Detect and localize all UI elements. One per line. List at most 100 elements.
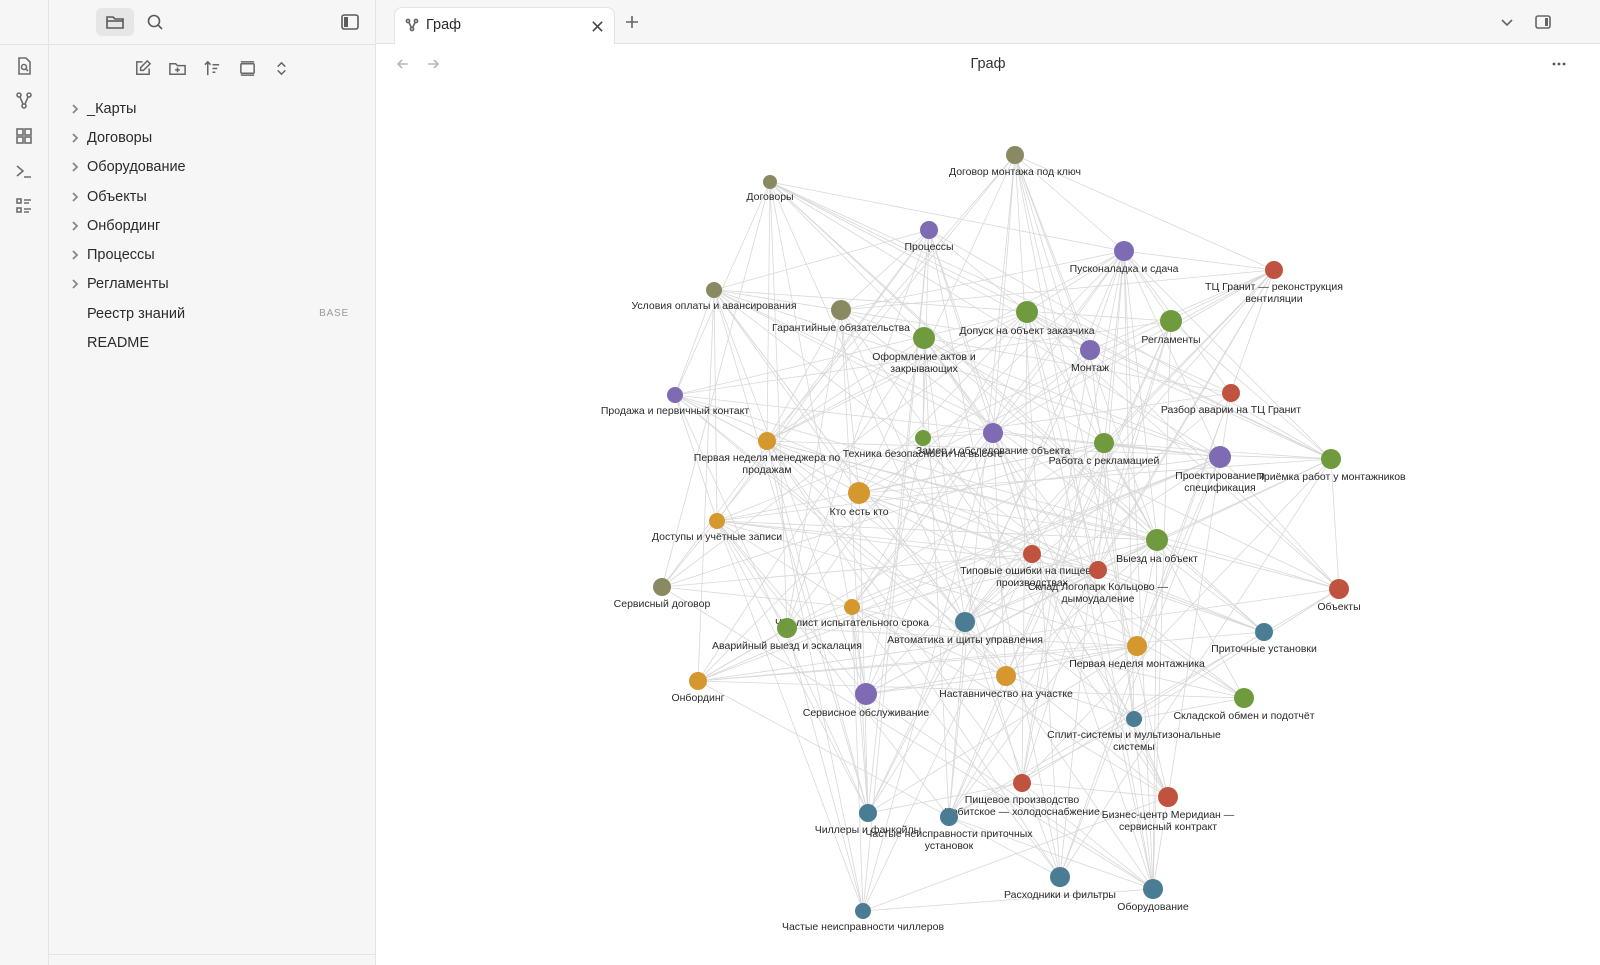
graph-node-proektirovanie[interactable]: Проектирование и спецификация — [1175, 446, 1265, 494]
graph-node-dot[interactable] — [1234, 688, 1254, 708]
tree-file-readme[interactable]: README — [49, 328, 375, 357]
graph-node-servisnoe-obsluzhivanie[interactable]: Сервисное обслуживание — [803, 683, 930, 719]
graph-node-rashodniki[interactable]: Расходники и фильтры — [1004, 867, 1116, 901]
graph-node-dot[interactable] — [915, 430, 931, 446]
graph-node-tehnika-bezopasnosti[interactable]: Техника безопасности на высоте — [843, 430, 1004, 460]
tree-folder-dogovory[interactable]: Договоры — [49, 123, 375, 152]
graph-node-dot[interactable] — [983, 423, 1003, 443]
graph-node-dot[interactable] — [940, 808, 958, 826]
graph-node-reglamenty[interactable]: Регламенты — [1141, 310, 1201, 346]
close-icon[interactable] — [588, 17, 606, 35]
graph-node-servisnyy-dogovor[interactable]: Сервисный договор — [614, 578, 711, 610]
canvas-icon[interactable] — [12, 124, 36, 148]
graph-node-dot[interactable] — [763, 175, 777, 189]
graph-node-dot[interactable] — [913, 327, 935, 349]
back-arrow-icon[interactable] — [392, 53, 414, 75]
graph-node-dot[interactable] — [996, 666, 1016, 686]
graph-node-chastye-chillerov[interactable]: Частые неисправности чиллеров — [782, 903, 944, 933]
graph-node-dot[interactable] — [1209, 446, 1231, 468]
forward-arrow-icon[interactable] — [422, 53, 444, 75]
graph-node-dot[interactable] — [1329, 579, 1349, 599]
expand-collapse-icon[interactable] — [268, 55, 294, 81]
graph-node-dot[interactable] — [831, 300, 851, 320]
graph-node-dot[interactable] — [955, 612, 975, 632]
graph-node-dot[interactable] — [1089, 561, 1107, 579]
tree-folder-reglamenty[interactable]: Регламенты — [49, 270, 375, 299]
graph-node-dot[interactable] — [859, 804, 877, 822]
outline-icon[interactable] — [12, 194, 36, 218]
graph-node-dopusk[interactable]: Допуск на объект заказчика — [959, 301, 1095, 337]
graph-node-dot[interactable] — [1023, 545, 1041, 563]
graph-node-tc-granit[interactable]: ТЦ Гранит — реконструкция вентиляции — [1205, 261, 1343, 305]
graph-node-viezd[interactable]: Выезд на объект — [1116, 529, 1198, 565]
graph-node-pervaya-nedelya-menedzhera[interactable]: Первая неделя менеджера по продажам — [694, 432, 841, 476]
graph-node-split-sistemy[interactable]: Сплит-системы и мультизональные системы — [1047, 711, 1221, 753]
graph-node-obekty[interactable]: Объекты — [1317, 579, 1361, 613]
graph-node-dot[interactable] — [1321, 449, 1341, 469]
terminal-icon[interactable] — [12, 159, 36, 183]
graph-node-dot[interactable] — [667, 387, 683, 403]
graph-node-dot[interactable] — [1126, 711, 1142, 727]
graph-node-dot[interactable] — [777, 618, 797, 638]
graph-node-dot[interactable] — [855, 903, 871, 919]
tree-folder-oborudovanie[interactable]: Оборудование — [49, 153, 375, 182]
right-sidebar-toggle-icon[interactable] — [1532, 11, 1554, 33]
graph-node-dot[interactable] — [1127, 636, 1147, 656]
search-icon[interactable] — [136, 8, 174, 36]
graph-node-onbording[interactable]: Онбординг — [671, 672, 725, 704]
graph-node-tipovye-oshibki[interactable]: Типовые ошибки на пищевых производствах — [960, 545, 1105, 589]
graph-node-rabota-s-reklamaciey[interactable]: Работа с рекламацией — [1049, 433, 1160, 467]
search-note-icon[interactable] — [12, 54, 36, 78]
graph-node-prodazha[interactable]: Продажа и первичный контакт — [601, 387, 750, 417]
graph-node-dot[interactable] — [1016, 301, 1038, 323]
graph-node-nastavnichestvo[interactable]: Наставничество на участке — [939, 666, 1073, 700]
collapse-icon[interactable] — [234, 55, 260, 81]
tree-folder-obekty[interactable]: Объекты — [49, 182, 375, 211]
graph-node-dot[interactable] — [855, 683, 877, 705]
graph-node-montazh[interactable]: Монтаж — [1071, 340, 1109, 374]
tree-folder-karty[interactable]: _Карты — [49, 94, 375, 123]
new-folder-icon[interactable] — [164, 55, 190, 81]
graph-node-dot[interactable] — [758, 432, 776, 450]
graph-node-avtomatika[interactable]: Автоматика и щиты управления — [887, 612, 1043, 646]
graph-node-chastye-pritochnyh[interactable]: Частые неисправности приточных установок — [865, 808, 1033, 852]
graph-node-dot[interactable] — [1094, 433, 1114, 453]
graph-node-dot[interactable] — [1158, 787, 1178, 807]
graph-node-garantiynye[interactable]: Гарантийные обязательства — [772, 300, 910, 334]
graph-node-razbor-avarii[interactable]: Разбор аварии на ТЦ Гранит — [1161, 384, 1301, 416]
graph-node-processy[interactable]: Процессы — [904, 221, 954, 253]
graph-node-avariynyy-viezd[interactable]: Аварийный выезд и эскалация — [712, 618, 862, 652]
graph-node-dot[interactable] — [1013, 774, 1031, 792]
graph-node-dogovory[interactable]: Договоры — [746, 175, 794, 203]
graph-icon[interactable] — [12, 89, 36, 113]
graph-node-chillery[interactable]: Чиллеры и фанкойлы — [815, 804, 921, 836]
graph-node-skladskoy-obmen[interactable]: Складской обмен и подотчёт — [1173, 688, 1315, 722]
graph-node-dostupy[interactable]: Доступы и учётные записи — [652, 513, 782, 543]
graph-node-dot[interactable] — [1160, 310, 1182, 332]
tab-graph[interactable]: Граф — [394, 7, 615, 45]
graph-node-chek-list[interactable]: Чек-лист испытательного срока — [775, 599, 929, 629]
graph-canvas[interactable]: Договор монтажа под ключ Договоры Процессы… — [376, 84, 1600, 965]
graph-node-oformlenie[interactable]: Оформление актов и закрывающих — [872, 327, 976, 375]
graph-node-dogovor-montazha[interactable]: Договор монтажа под ключ — [949, 146, 1081, 178]
graph-node-kto-est-kto[interactable]: Кто есть кто — [829, 482, 889, 518]
graph-node-dot[interactable] — [709, 513, 725, 529]
folder-icon[interactable] — [96, 8, 134, 36]
graph-node-dot[interactable] — [653, 578, 671, 596]
graph-node-dot[interactable] — [689, 672, 707, 690]
graph-node-dot[interactable] — [1080, 340, 1100, 360]
sort-icon[interactable] — [199, 55, 225, 81]
graph-node-oborudovanie[interactable]: Оборудование — [1117, 879, 1189, 913]
graph-node-dot[interactable] — [706, 282, 722, 298]
graph-node-dot[interactable] — [1146, 529, 1168, 551]
graph-node-zamer[interactable]: Замер и обследование объекта — [916, 423, 1070, 457]
graph-node-dot[interactable] — [1006, 146, 1024, 164]
more-options-icon[interactable] — [1548, 53, 1570, 75]
graph-node-dot[interactable] — [1265, 261, 1283, 279]
graph-node-dot[interactable] — [1255, 623, 1273, 641]
graph-node-dot[interactable] — [1143, 879, 1163, 899]
graph-node-priemka[interactable]: Приёмка работ у монтажников — [1256, 449, 1406, 483]
tree-file-reestr[interactable]: Реестр знаний BASE — [49, 299, 375, 328]
graph-node-pischevoe-proizvodstvo[interactable]: Пищевое производство Ирбитское — холодосн… — [944, 774, 1100, 818]
graph-node-dot[interactable] — [1050, 867, 1070, 887]
